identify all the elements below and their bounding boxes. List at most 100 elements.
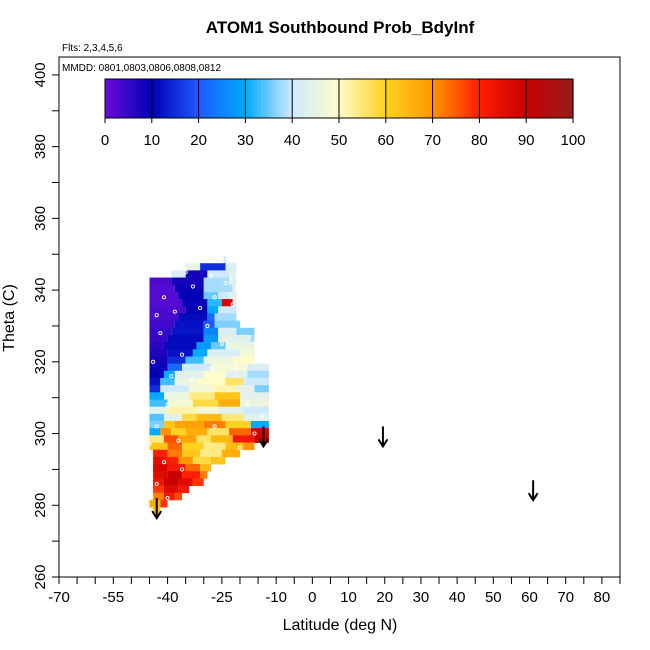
heatmap-cell	[149, 277, 172, 286]
colorbar-segment	[561, 79, 566, 118]
heatmap-cell	[149, 320, 175, 329]
colorbar-segment	[105, 79, 110, 118]
heatmap-cell	[163, 413, 183, 422]
colorbar-segment	[264, 79, 270, 118]
heatmap-cell	[229, 270, 237, 278]
heatmap-cell	[225, 370, 248, 379]
y-tick-label: 380	[32, 134, 49, 159]
colorbar-segment	[315, 79, 321, 118]
colorbar-segment	[456, 79, 461, 118]
colorbar-segment	[475, 79, 480, 118]
x-tick-label: 0	[308, 589, 316, 606]
colorbar-segment	[467, 79, 473, 118]
heatmap-cell	[167, 399, 193, 408]
colorbar-segment	[510, 79, 516, 118]
y-tick-label: 260	[32, 564, 49, 589]
arrow-head	[151, 510, 163, 520]
heatmap-cell	[203, 277, 230, 286]
heatmap-cell	[178, 291, 204, 300]
colorbar-segment	[292, 79, 297, 118]
heatmap-cell	[239, 399, 269, 408]
heatmap-cell	[192, 349, 208, 357]
heatmap-cell	[214, 320, 240, 329]
heatmap-cell	[185, 306, 208, 314]
colorbar-segment	[249, 79, 254, 118]
heatmap-cell	[214, 313, 237, 321]
colorbar-segment	[206, 79, 211, 118]
heatmap-cell	[196, 435, 212, 443]
heatmap-cell	[167, 442, 183, 451]
colorbar-segment	[245, 79, 250, 118]
heatmap-cell	[203, 320, 215, 329]
observation-point	[161, 295, 167, 300]
heatmap-cell	[153, 492, 164, 501]
colorbar-segment	[487, 79, 492, 118]
colorbar-segment	[526, 79, 531, 118]
direction-arrows	[151, 426, 539, 520]
heatmap-cell	[203, 442, 226, 451]
colorbar-segment	[128, 79, 133, 118]
heatmap-cell	[203, 291, 219, 300]
colorbar-segment	[159, 79, 165, 118]
heatmap-cell	[167, 363, 183, 372]
heatmap-cell	[218, 327, 237, 336]
colorbar-segment	[342, 79, 348, 118]
colorbar-segment	[498, 79, 504, 118]
colorbar-segment	[136, 79, 141, 118]
heatmap-cell	[167, 406, 197, 415]
observation-point	[227, 388, 232, 393]
colorbar-segment	[483, 79, 488, 118]
observation-point	[183, 270, 188, 275]
x-tick-label: 10	[340, 589, 357, 606]
heatmap-cell	[225, 342, 255, 350]
observation-points	[147, 270, 264, 501]
x-tick-label: -10	[265, 589, 287, 606]
heatmap-cell	[185, 428, 208, 436]
heatmap-cell	[185, 464, 201, 472]
colorbar-segment	[440, 79, 445, 118]
heatmap-cell	[196, 413, 222, 422]
observation-point	[180, 352, 185, 357]
heatmap-cell	[211, 342, 226, 350]
chart-title: ATOM1 Southbound Prob_BdyInf	[206, 18, 475, 37]
heatmap-cell	[163, 485, 179, 494]
colorbar-segment	[120, 79, 126, 118]
colorbar-segment	[417, 79, 422, 118]
heatmap-cell	[200, 464, 212, 472]
y-tick-label: 300	[32, 421, 49, 446]
observation-point	[180, 467, 185, 472]
heatmap-cell	[189, 385, 215, 393]
colorbar-tick-label: 20	[190, 132, 207, 149]
heatmap-cell	[207, 299, 222, 307]
observation-point	[237, 445, 243, 450]
heatmap-cell	[149, 413, 164, 422]
heatmap-cell	[160, 499, 168, 508]
heatmap-cell	[192, 399, 219, 408]
heatmap-cell	[254, 435, 269, 443]
colorbar-segment	[463, 79, 469, 118]
heatmap-cell	[149, 392, 164, 400]
colorbar-segment	[140, 79, 145, 118]
colorbar-segment	[335, 79, 340, 118]
observation-point	[172, 309, 177, 314]
colorbar-segment	[545, 79, 551, 118]
colorbar-segment	[147, 79, 153, 118]
flights-note: Flts: 2,3,4,5,6	[62, 43, 123, 54]
x-tick-label: 60	[521, 589, 538, 606]
colorbar-segment	[448, 79, 453, 118]
observation-point	[154, 481, 159, 486]
colorbar-segment	[225, 79, 231, 118]
heatmap-cell	[192, 478, 204, 486]
colorbar-segment	[522, 79, 527, 118]
x-axis-title: Latitude (deg N)	[283, 617, 398, 634]
colorbar-segment	[413, 79, 418, 118]
heatmap-cell	[247, 370, 269, 379]
x-tick-label: 20	[376, 589, 393, 606]
heatmap-cell	[196, 377, 226, 386]
colorbar-segment	[339, 79, 344, 118]
colorbar-segment	[132, 79, 137, 118]
colorbar-segment	[268, 79, 274, 118]
observation-point	[176, 438, 181, 443]
heatmap-cell	[149, 399, 168, 408]
heatmap-cell	[250, 428, 269, 436]
